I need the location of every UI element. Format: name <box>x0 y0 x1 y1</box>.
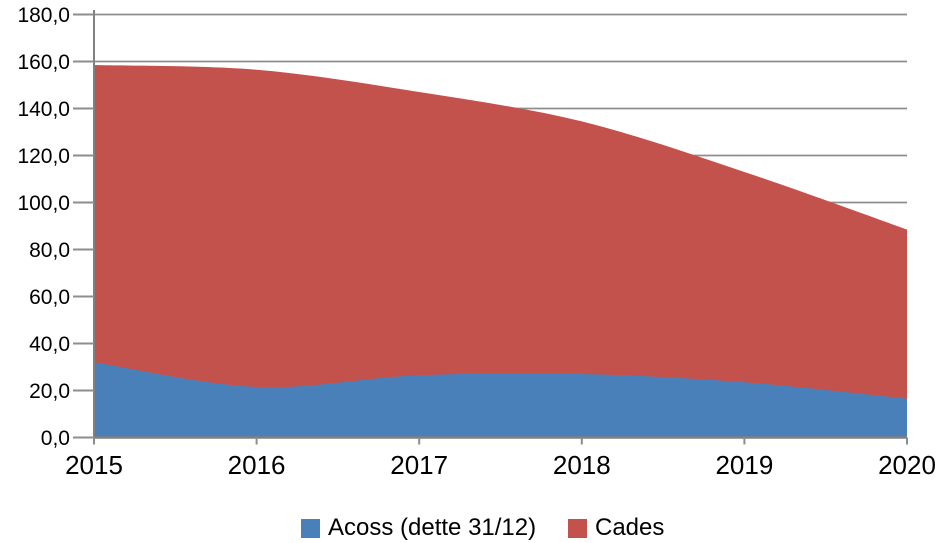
legend-swatch-acoss <box>301 518 320 538</box>
y-axis-tick-label: 100,0 <box>17 192 70 215</box>
legend-item-cades: Cades <box>568 514 665 541</box>
x-axis-tick-label: 2017 <box>390 450 448 480</box>
area-series-acoss <box>94 362 907 438</box>
legend-item-acoss: Acoss (dette 31/12) <box>301 514 537 541</box>
area-series-cades <box>94 65 907 438</box>
legend-swatch-cades <box>568 518 587 538</box>
y-axis-tick-label: 120,0 <box>17 145 70 168</box>
legend-label-cades: Cades <box>595 514 665 541</box>
y-axis-tick-label: 80,0 <box>29 239 70 262</box>
y-axis-tick-label: 0,0 <box>41 427 70 450</box>
x-axis-tick-label: 2015 <box>65 450 123 480</box>
y-axis-tick-label: 20,0 <box>29 380 70 403</box>
x-axis-tick-label: 2016 <box>228 450 286 480</box>
x-axis-tick-label: 2018 <box>553 450 611 480</box>
x-axis-tick-label: 2020 <box>878 450 936 480</box>
y-axis-tick-label: 140,0 <box>17 98 70 121</box>
y-axis-tick-label: 40,0 <box>29 333 70 356</box>
y-axis-tick-label: 160,0 <box>17 51 70 74</box>
y-axis-tick-label: 60,0 <box>29 286 70 309</box>
legend-label-acoss: Acoss (dette 31/12) <box>328 514 537 541</box>
x-axis-tick-label: 2019 <box>715 450 773 480</box>
y-axis-tick-label: 180,0 <box>17 4 70 27</box>
